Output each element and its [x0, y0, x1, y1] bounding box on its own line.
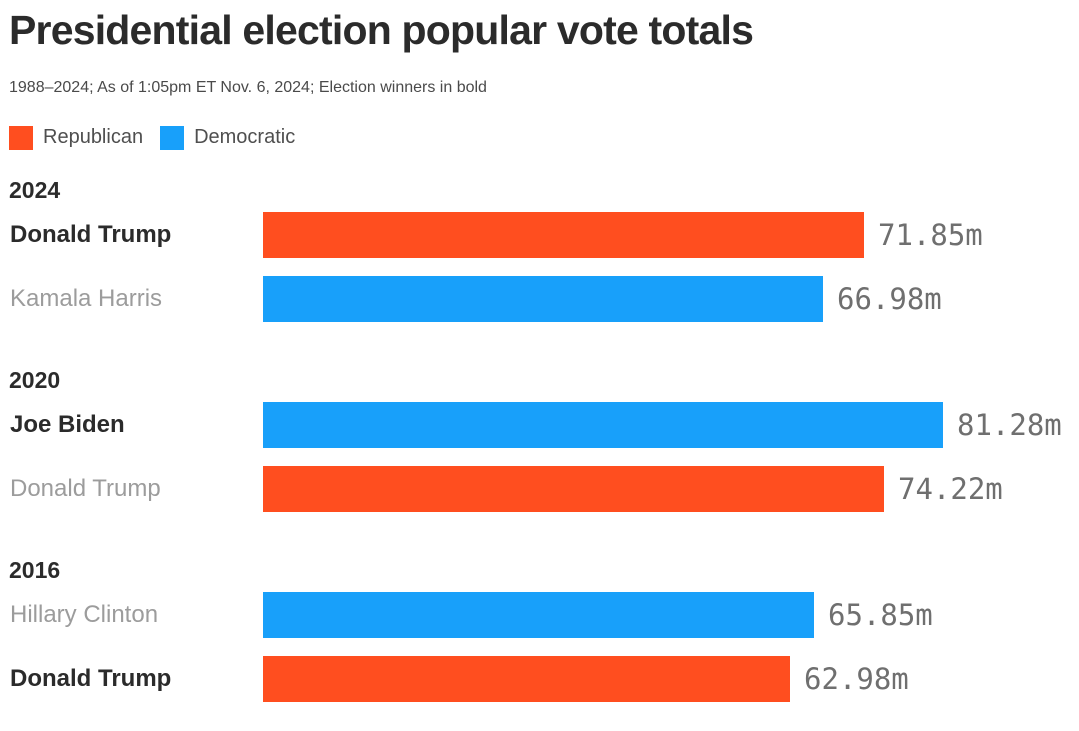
- legend-item-democratic: Democratic: [160, 125, 296, 150]
- legend-swatch-democratic: [160, 125, 185, 150]
- bar-row-donald-trump-2024: Donald Trump 71.85m: [9, 212, 1079, 258]
- group-rows: Joe Biden 81.28m Donald Trump 74.22m: [9, 402, 1079, 512]
- legend: Republican Democratic: [9, 125, 1079, 150]
- bar-track: 81.28m: [263, 402, 1079, 448]
- candidate-name: Joe Biden: [10, 411, 125, 438]
- legend-item-republican: Republican: [9, 125, 144, 150]
- legend-swatch-republican: [9, 125, 33, 150]
- bar-joe-biden-2020: [263, 402, 943, 448]
- bar-row-donald-trump-2020: Donald Trump 74.22m: [9, 466, 1079, 512]
- bar-value-label: 62.98m: [804, 662, 909, 696]
- bar-track: 74.22m: [263, 466, 1079, 512]
- group-rows: Hillary Clinton 65.85m Donald Trump 62.98m: [9, 592, 1079, 702]
- bar-donald-trump-2024: [263, 212, 864, 258]
- bar-donald-trump-2016: [263, 656, 790, 702]
- group-year-label: 2020: [9, 367, 61, 393]
- bar-kamala-harris-2024: [263, 276, 823, 322]
- bar-row-hillary-clinton-2016: Hillary Clinton 65.85m: [9, 592, 1079, 638]
- bar-row-joe-biden-2020: Joe Biden 81.28m: [9, 402, 1079, 448]
- bar-hillary-clinton-2016: [263, 592, 814, 638]
- bar-row-kamala-harris-2024: Kamala Harris 66.98m: [9, 276, 1079, 322]
- bar-track: 62.98m: [263, 656, 1079, 702]
- bar-value-label: 66.98m: [837, 282, 942, 316]
- group-rows: Donald Trump 71.85m Kamala Harris 66.98m: [9, 212, 1079, 322]
- bar-track: 71.85m: [263, 212, 1079, 258]
- chart-groups: 2024 Donald Trump 71.85m Kamala Harris 66.98…: [9, 177, 1079, 702]
- group-2020: 2020 Joe Biden 81.28m Donald Trump 74.22m: [9, 367, 1079, 512]
- legend-label-republican: Republican: [43, 126, 144, 148]
- chart-page: Presidential election popular vote total…: [9, 7, 1079, 702]
- candidate-name: Donald Trump: [10, 475, 161, 502]
- bar-value-label: 65.85m: [828, 598, 933, 632]
- group-year-label: 2024: [9, 177, 61, 203]
- group-year-label: 2016: [9, 557, 61, 583]
- bar-row-donald-trump-2016: Donald Trump 62.98m: [9, 656, 1079, 702]
- group-2024: 2024 Donald Trump 71.85m Kamala Harris 66.98…: [9, 177, 1079, 322]
- candidate-name: Hillary Clinton: [10, 601, 159, 628]
- chart-subtitle: 1988–2024; As of 1:05pm ET Nov. 6, 2024;…: [9, 79, 487, 96]
- candidate-name: Donald Trump: [10, 665, 172, 692]
- bar-track: 66.98m: [263, 276, 1079, 322]
- group-2016: 2016 Hillary Clinton 65.85m Donald Trump 62.…: [9, 557, 1079, 702]
- candidate-name: Kamala Harris: [10, 285, 163, 312]
- candidate-name: Donald Trump: [10, 221, 172, 248]
- chart-title: Presidential election popular vote total…: [9, 7, 754, 53]
- legend-label-democratic: Democratic: [194, 126, 296, 148]
- bar-value-label: 71.85m: [878, 218, 983, 252]
- bar-value-label: 81.28m: [957, 408, 1062, 442]
- bar-track: 65.85m: [263, 592, 1079, 638]
- bar-value-label: 74.22m: [898, 472, 1003, 506]
- bar-donald-trump-2020: [263, 466, 884, 512]
